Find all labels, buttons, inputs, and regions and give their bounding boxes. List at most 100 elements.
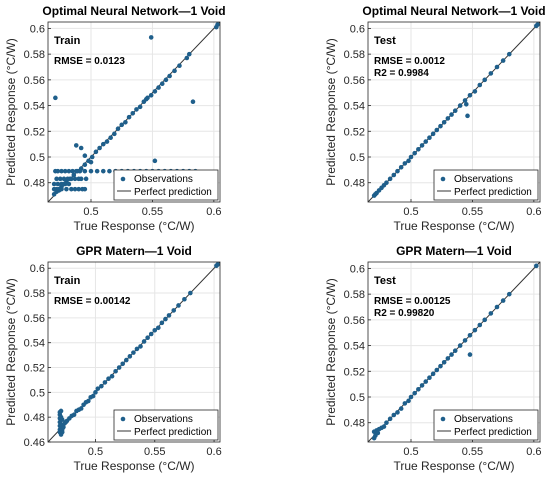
- y-tick-label: 0.52: [344, 126, 365, 138]
- y-tick-label: 0.5: [30, 387, 45, 399]
- y-tick-label: 0.52: [24, 126, 45, 138]
- observation-point: [159, 81, 165, 87]
- observation-point: [398, 164, 404, 170]
- observation-point: [62, 181, 68, 187]
- observation-point: [141, 339, 147, 344]
- observation-point: [412, 390, 417, 396]
- observation-point: [419, 383, 425, 388]
- observation-point: [384, 180, 389, 186]
- axes-frame: [367, 261, 541, 443]
- observation-point: [51, 181, 57, 187]
- observation-point: [163, 77, 169, 83]
- legend-observation-marker: [440, 416, 446, 422]
- observation-point: [215, 22, 220, 27]
- observation-point: [61, 176, 67, 182]
- x-tick-label: 0.5: [403, 446, 418, 458]
- observation-point: [423, 379, 429, 384]
- metric-annotation: RMSE = 0.0123: [54, 56, 125, 67]
- metric-annotation: R2 = 0.9984: [374, 68, 429, 79]
- y-tick-label: 0.5: [350, 152, 365, 164]
- observation-point: [452, 108, 458, 114]
- observation-point: [467, 92, 473, 98]
- observation-point: [69, 186, 74, 192]
- y-axis-label: Predicted Response (°C/W): [324, 278, 338, 426]
- observation-point: [500, 298, 506, 303]
- observation-point: [73, 168, 79, 174]
- observation-point: [398, 406, 404, 411]
- observation-point: [477, 82, 483, 88]
- observation-point: [65, 176, 70, 182]
- observation-point: [423, 139, 429, 144]
- observation-point: [477, 322, 483, 328]
- observation-point: [182, 296, 187, 302]
- observation-point: [534, 263, 539, 269]
- observation-point: [494, 64, 500, 70]
- observation-point: [148, 331, 154, 337]
- x-tick-label: 0.6: [526, 446, 541, 458]
- observation-point: [57, 176, 63, 182]
- chart-title: Optimal Neural Network—1 Void: [362, 4, 545, 18]
- observation-point: [82, 186, 88, 192]
- observation-point: [186, 51, 192, 57]
- y-tick-label: 0.5: [30, 152, 45, 164]
- y-tick-label: 0.54: [344, 101, 365, 113]
- observation-point: [78, 406, 84, 411]
- x-tick-label: 0.6: [206, 446, 221, 458]
- observation-point: [93, 149, 99, 155]
- observation-point: [138, 344, 143, 349]
- observation-point: [494, 304, 500, 310]
- legend: Observations Perfect prediction: [433, 169, 539, 201]
- observation-point: [55, 168, 61, 174]
- observation-point: [78, 145, 84, 151]
- observation-point: [77, 168, 83, 174]
- axes-frame: [47, 21, 221, 203]
- observation-point: [465, 113, 470, 119]
- chart-title: GPR Matern—1 Void: [396, 244, 512, 258]
- x-axis-label: True Response (°C/W): [73, 459, 194, 473]
- observation-point: [452, 348, 458, 354]
- observation-point: [88, 159, 94, 165]
- x-tick-label: 0.55: [462, 446, 483, 458]
- observation-point: [137, 104, 143, 110]
- observation-point: [159, 320, 165, 326]
- y-tick-label: 0.58: [344, 49, 365, 61]
- observation-point: [176, 303, 181, 308]
- observation-point: [73, 143, 79, 148]
- observation-point: [408, 394, 414, 400]
- y-tick-label: 0.52: [24, 363, 45, 375]
- legend-box: [433, 409, 539, 441]
- metric-annotation: RMSE = 0.0012: [374, 56, 445, 67]
- observation-point: [90, 393, 96, 399]
- observation-point: [130, 110, 136, 116]
- observation-point: [177, 63, 182, 69]
- x-tick-label: 0.6: [526, 206, 541, 218]
- observation-point: [57, 409, 63, 415]
- y-tick-label: 0.56: [344, 315, 365, 327]
- observation-point: [427, 375, 432, 381]
- legend-entry: Perfect prediction: [134, 187, 212, 198]
- observation-point: [416, 386, 421, 392]
- observation-point: [462, 98, 468, 103]
- observation-point: [115, 126, 121, 132]
- legend: Observations Perfect prediction: [113, 409, 219, 441]
- metric-annotation: RMSE = 0.00142: [54, 296, 131, 307]
- observation-point: [54, 176, 59, 182]
- observation-point: [457, 343, 463, 348]
- observation-point: [163, 316, 168, 322]
- y-tick-label: 0.6: [30, 263, 45, 275]
- observation-point: [131, 350, 136, 355]
- observation-point: [506, 51, 512, 57]
- observation-point: [190, 99, 196, 105]
- scatter-panel: 0.5 0.55 0.6 0.46 0.48 0.5 0.52 0.54 0.56 0.58 0.6…: [4, 244, 222, 473]
- observation-point: [402, 401, 408, 406]
- y-tick-label: 0.5: [350, 392, 365, 404]
- split-label: Test: [374, 275, 396, 287]
- observation-point: [427, 135, 432, 141]
- observation-point: [472, 89, 478, 94]
- observation-point: [94, 168, 100, 174]
- x-axis-label: True Response (°C/W): [393, 219, 514, 233]
- observation-point: [62, 168, 68, 174]
- observation-point: [95, 386, 101, 391]
- y-axis-label: Predicted Response (°C/W): [4, 278, 18, 426]
- scatter-panel: 0.5 0.55 0.6 0.48 0.5 0.52 0.54 0.56 0.58 0.6 Opti…: [324, 4, 546, 233]
